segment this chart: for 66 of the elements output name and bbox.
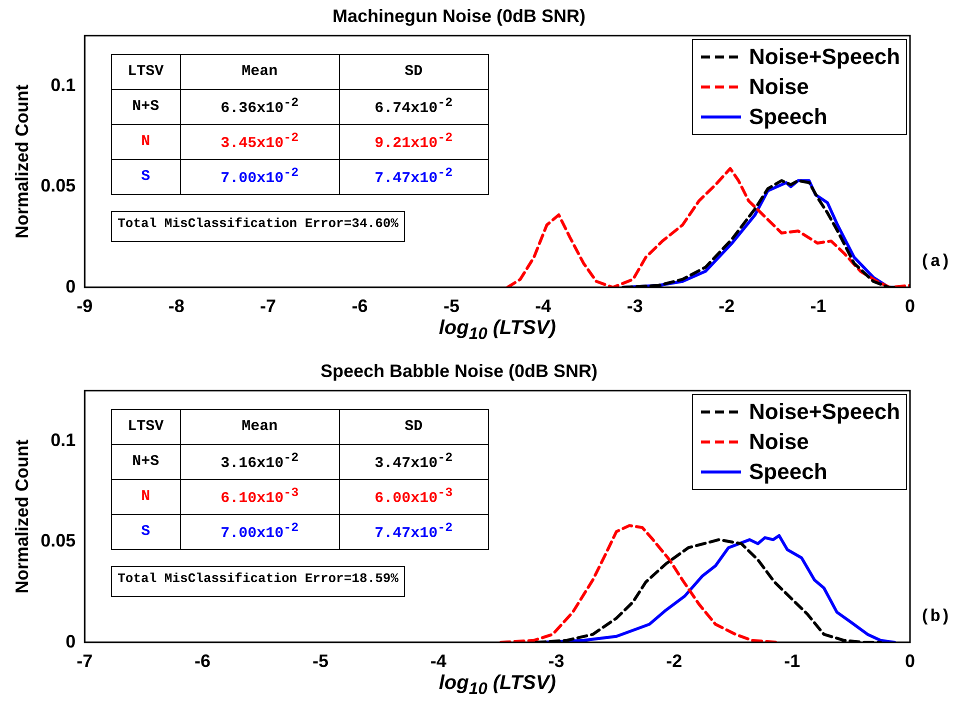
x-tick-label: -8 xyxy=(168,296,184,316)
annotation: S xyxy=(111,514,180,550)
x-tick-label: -7 xyxy=(260,296,276,316)
line-series xyxy=(499,524,780,642)
annotation: 6.00x10$^{-3}$ xyxy=(339,479,488,514)
annotation: Total MisClassification Error=18.59% xyxy=(110,566,406,597)
annotation: SD xyxy=(339,54,488,90)
annotation: 6.10x10$^{-3}$ xyxy=(180,479,340,514)
chart-title: Machinegun Noise (0dB SNR) xyxy=(332,6,586,26)
annotation: Mean xyxy=(180,54,340,90)
annotation: LTSV xyxy=(111,409,180,444)
annotation: Mean xyxy=(180,409,340,444)
x-tick-label: -5 xyxy=(443,296,460,316)
annotation: 3.45x10$^{-2}$ xyxy=(180,124,340,160)
annotation: N xyxy=(111,124,180,160)
annotation: 3.16x10$^{-2}$ xyxy=(180,444,340,480)
x-tick-label: -6 xyxy=(352,296,368,316)
x-tick-label: -3 xyxy=(626,296,643,316)
annotation: LTSV xyxy=(111,54,180,90)
legend-label: Noise xyxy=(749,428,809,455)
annotation: SD xyxy=(339,409,488,444)
x-tick-label: -6 xyxy=(194,651,211,672)
x-tick-label: 0 xyxy=(904,296,916,316)
x-tick-label: -2 xyxy=(666,651,682,672)
x-tick-label: -5 xyxy=(312,651,328,672)
y-tick-label: 0 xyxy=(66,276,76,296)
annotation: N+S xyxy=(111,89,180,124)
annotation: 7.47x10$^{-2}$ xyxy=(339,159,488,194)
legend-label: Speech xyxy=(749,104,828,130)
annotation: N xyxy=(111,479,180,514)
chart-title: Speech Babble Noise (0dB SNR) xyxy=(320,360,598,381)
annotation: 3.47x10$^{-2}$ xyxy=(339,444,488,480)
x-axis-title: log$_{10}$ (LTSV) xyxy=(438,317,556,344)
annotation: 7.47x10$^{-2}$ xyxy=(339,514,488,550)
x-tick-label: -4 xyxy=(430,651,446,672)
legend-label: Noise xyxy=(749,74,809,100)
x-tick-label: -3 xyxy=(548,651,564,672)
x-tick-label: -7 xyxy=(76,651,93,672)
legend-label: Speech xyxy=(749,458,828,485)
text: (a) xyxy=(920,253,951,272)
x-tick-label: -4 xyxy=(535,296,552,316)
y-axis-title: Normalized Count xyxy=(12,84,32,239)
annotation: 6.36x10$^{-2}$ xyxy=(180,89,340,124)
y-axis-title: Normalized Count xyxy=(12,439,32,594)
x-tick-label: -2 xyxy=(718,296,735,316)
text: (b) xyxy=(920,608,951,628)
annotation: N+S xyxy=(111,444,180,480)
legend-label: Noise+Speech xyxy=(749,44,900,70)
x-tick-label: -1 xyxy=(784,651,800,672)
annotation: S xyxy=(111,159,180,194)
line-series xyxy=(506,167,910,288)
annotation: 6.74x10$^{-2}$ xyxy=(339,89,488,124)
y-tick-label: 0.1 xyxy=(50,74,76,95)
x-tick-label: 0 xyxy=(904,651,916,672)
y-tick-label: 0 xyxy=(66,631,76,652)
x-tick-label: -9 xyxy=(76,296,93,316)
y-tick-label: 0.05 xyxy=(40,176,76,196)
legend-label: Noise+Speech xyxy=(749,398,900,425)
annotation: 7.00x10$^{-2}$ xyxy=(180,159,340,194)
annotation: Total MisClassification Error=34.60% xyxy=(110,210,406,242)
y-tick-label: 0.05 xyxy=(40,530,76,551)
annotation: 9.21x10$^{-2}$ xyxy=(339,124,488,160)
y-tick-label: 0.1 xyxy=(50,430,76,450)
x-axis-title: log$_{10}$ (LTSV) xyxy=(438,672,556,700)
annotation: 7.00x10$^{-2}$ xyxy=(180,514,340,550)
x-tick-label: -1 xyxy=(810,296,826,316)
